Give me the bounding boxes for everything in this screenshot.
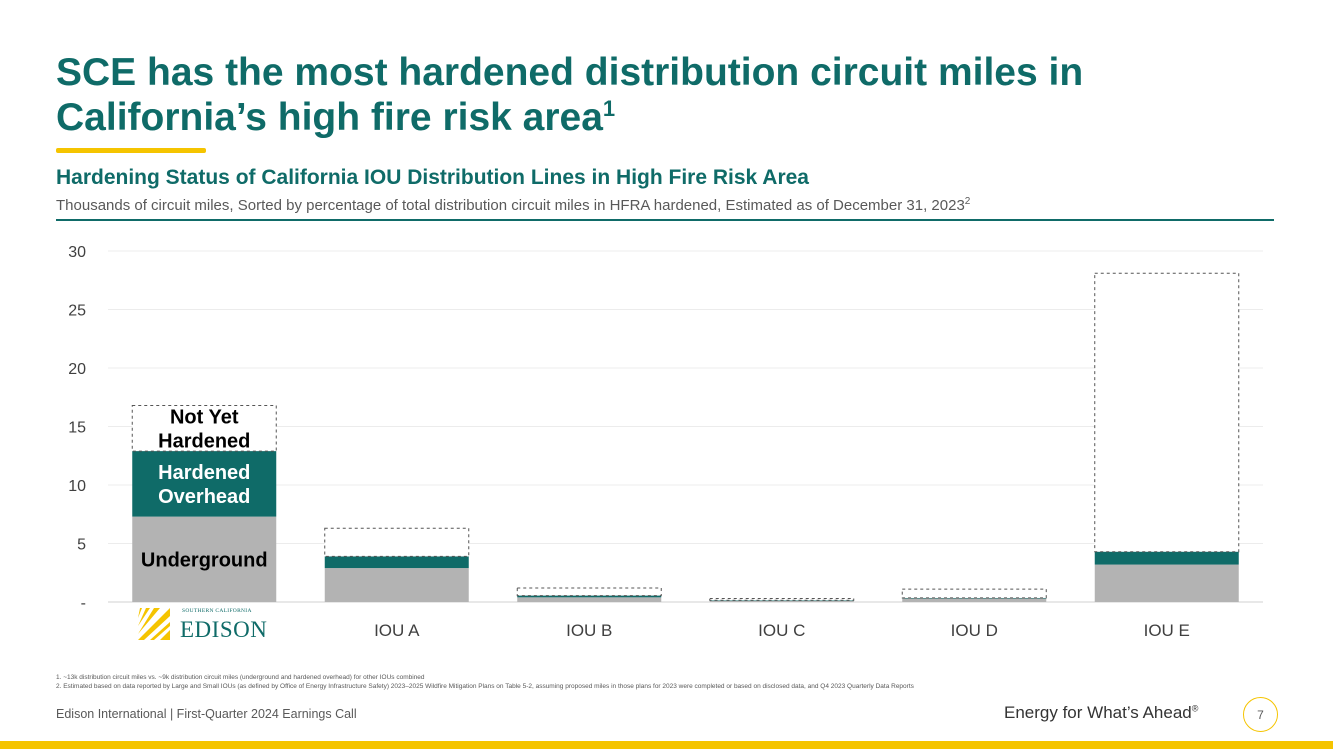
bar-segment — [517, 595, 662, 598]
y-tick-label: 25 — [68, 303, 86, 320]
segment-label: Not Yet — [170, 406, 239, 428]
tagline: Energy for What’s Ahead® — [1004, 703, 1199, 722]
bottom-accent-bar — [0, 741, 1333, 749]
bar-segment — [324, 568, 469, 602]
y-tick-label: 5 — [77, 537, 86, 554]
bar-segment — [1094, 564, 1239, 602]
y-tick-label: 15 — [68, 420, 86, 437]
x-tick-label: IOU D — [951, 621, 998, 640]
y-tick-label: 20 — [68, 361, 86, 378]
footnotes: 1. ~13k distribution circuit miles vs. ~… — [56, 673, 914, 691]
y-tick-label: 30 — [68, 244, 86, 261]
bar-segment — [324, 527, 470, 557]
x-tick-label: IOU B — [566, 621, 612, 640]
chart-subtitle: Thousands of circuit miles, Sorted by pe… — [56, 196, 971, 215]
y-tick-label: 10 — [68, 478, 86, 495]
bar-segment — [132, 516, 277, 602]
bar-segment — [1094, 551, 1239, 565]
bar-segment — [324, 556, 469, 569]
x-tick-label: IOU E — [1144, 621, 1190, 640]
page-number: 7 — [1243, 697, 1278, 732]
bar-segment — [901, 588, 1047, 599]
title-accent-line — [56, 148, 206, 153]
sce-edison-logo: SOUTHERN CALIFORNIA EDISON — [134, 604, 284, 646]
bar-segment — [902, 598, 1047, 602]
x-tick-label: IOU A — [374, 621, 420, 640]
chart-title: Hardening Status of California IOU Distr… — [56, 166, 809, 189]
footnote-2: 2. Estimated based on data reported by L… — [56, 683, 914, 690]
logo-big-text: EDISON — [180, 617, 268, 642]
x-tick-label: IOU C — [758, 621, 805, 640]
sun-icon — [134, 604, 174, 642]
bar-segment — [709, 600, 854, 602]
logo-small-text: SOUTHERN CALIFORNIA — [182, 608, 252, 614]
footnote-1: 1. ~13k distribution circuit miles vs. ~… — [56, 674, 425, 681]
bar-segment — [132, 451, 277, 517]
segment-label: Hardened — [158, 430, 250, 452]
footer-event-label: Edison International | First-Quarter 202… — [56, 707, 357, 721]
page-title: SCE has the most hardened distribution c… — [56, 51, 1084, 139]
bar-segment — [709, 597, 855, 601]
y-tick-label: - — [81, 595, 86, 612]
bar-segment — [1094, 272, 1240, 553]
bar-segment — [131, 404, 277, 452]
segment-label: Overhead — [158, 486, 250, 508]
segment-label: Hardened — [158, 462, 250, 484]
bar-segment — [517, 597, 662, 602]
bar-segment — [516, 587, 662, 597]
stacked-bar-chart: - 5 10 15 20 25 30 IOU A IOU B IOU C IOU D IOU E Und… — [68, 244, 1263, 640]
segment-label: Underground — [141, 549, 268, 571]
chart-header-rule — [56, 219, 1274, 221]
